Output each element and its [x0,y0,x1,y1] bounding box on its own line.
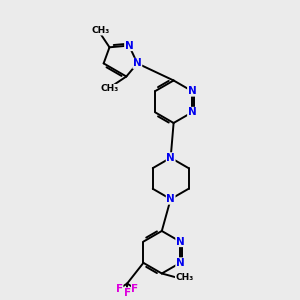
Text: CH₃: CH₃ [92,26,110,35]
Text: F: F [124,288,131,298]
Text: N: N [125,40,134,51]
Text: CH₃: CH₃ [176,273,194,282]
Text: N: N [133,58,142,68]
Text: F: F [131,284,139,294]
Text: N: N [166,194,175,204]
Text: CH₃: CH₃ [100,84,118,93]
Text: N: N [176,258,184,268]
Text: N: N [188,86,196,96]
Text: N: N [176,237,184,247]
Text: N: N [188,107,196,117]
Text: F: F [116,284,123,294]
Text: N: N [166,153,175,163]
